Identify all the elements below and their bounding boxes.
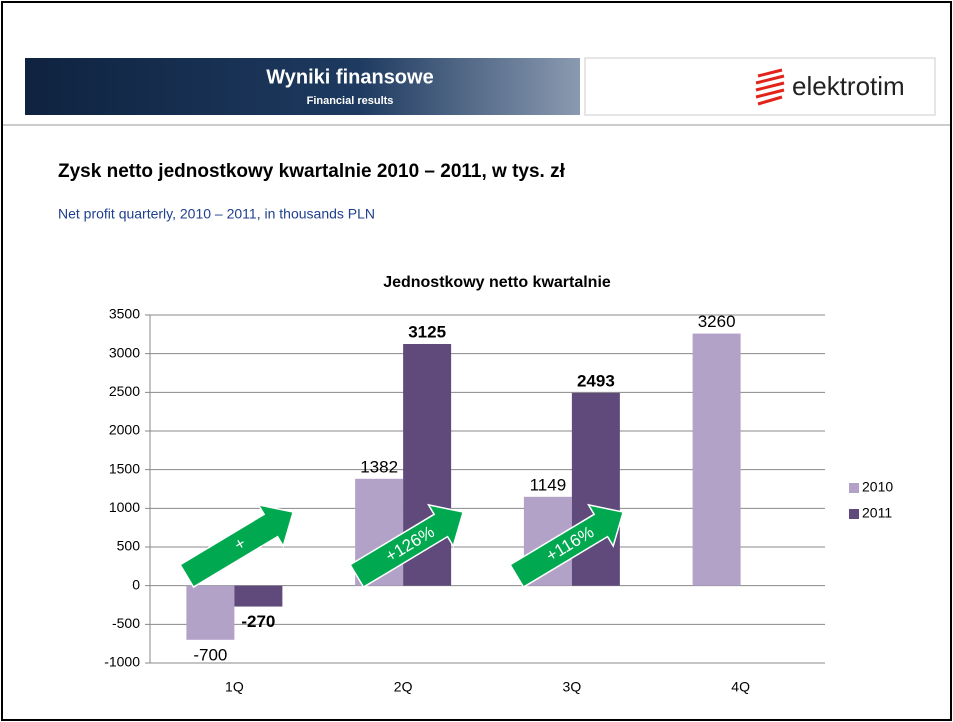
data-label: 3125 bbox=[408, 322, 446, 341]
chart-title: Jednostkowy netto kwartalnie bbox=[383, 274, 611, 291]
data-label: 1149 bbox=[530, 475, 567, 494]
y-tick-label: 500 bbox=[117, 538, 141, 554]
arrow-shape bbox=[509, 503, 625, 589]
data-label: 1382 bbox=[360, 457, 398, 476]
logo-box bbox=[584, 57, 936, 116]
y-tick-label: 3500 bbox=[109, 306, 140, 322]
y-tick-label: -1000 bbox=[104, 654, 140, 670]
slide-subtitle: Net profit quarterly, 2010 – 2011, in th… bbox=[58, 206, 375, 222]
x-tick-label: 4Q bbox=[731, 679, 750, 695]
y-tick-label: 1000 bbox=[109, 499, 140, 515]
arrow-shape bbox=[179, 503, 295, 589]
y-tick-label: 1500 bbox=[109, 460, 140, 476]
y-tick-label: 2500 bbox=[109, 383, 140, 399]
x-tick-label: 3Q bbox=[563, 679, 582, 695]
logo-text: elektrotim bbox=[792, 71, 905, 101]
header-title: Wyniki finansowe bbox=[266, 66, 433, 88]
legend-label: 2010 bbox=[862, 479, 893, 495]
x-tick-label: 1Q bbox=[225, 679, 244, 695]
legend-swatch bbox=[849, 509, 859, 519]
data-label: -700 bbox=[193, 645, 227, 664]
bar bbox=[234, 585, 283, 607]
x-tick-label: 2Q bbox=[394, 679, 413, 695]
bar bbox=[571, 392, 620, 586]
growth-arrow: + bbox=[179, 503, 295, 589]
legend-label: 2011 bbox=[862, 505, 892, 521]
data-label: 2493 bbox=[577, 371, 615, 390]
legend-swatch bbox=[849, 483, 859, 493]
y-tick-label: 3000 bbox=[109, 344, 140, 360]
arrow-shape bbox=[349, 503, 465, 589]
logo-icon bbox=[755, 68, 785, 106]
y-tick-label: 2000 bbox=[109, 422, 140, 438]
data-label: 3260 bbox=[698, 312, 736, 331]
bar bbox=[692, 333, 741, 586]
bar bbox=[186, 585, 235, 640]
header-banner bbox=[25, 58, 580, 115]
data-label: -270 bbox=[241, 612, 275, 631]
y-tick-label: 0 bbox=[132, 576, 140, 592]
y-tick-label: -500 bbox=[112, 615, 140, 631]
header-subtitle: Financial results bbox=[307, 95, 394, 107]
slide-title: Zysk netto jednostkowy kwartalnie 2010 –… bbox=[58, 161, 566, 182]
